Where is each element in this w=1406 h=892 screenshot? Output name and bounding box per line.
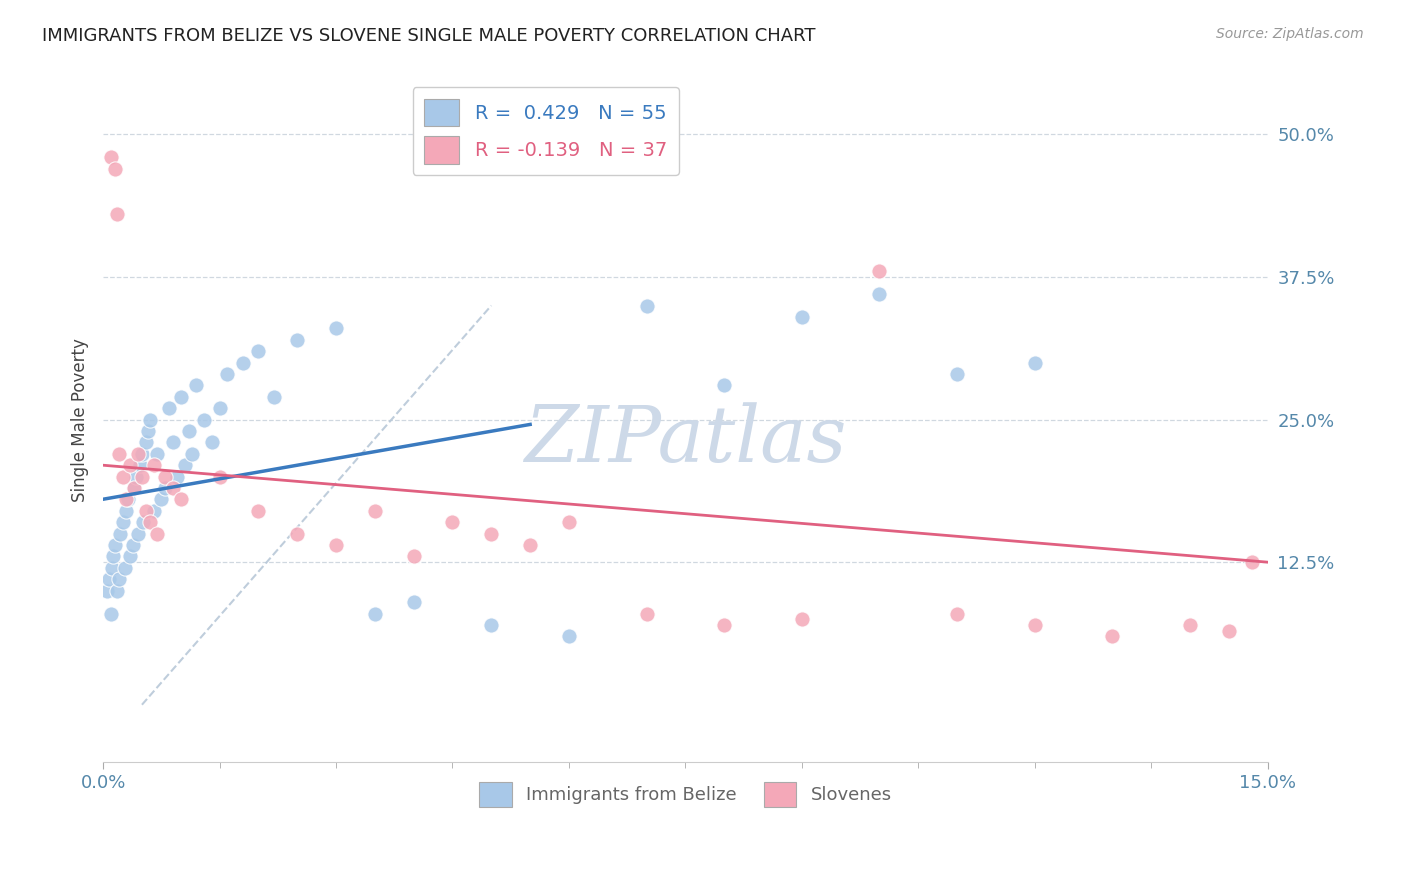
Point [129, 458, 152, 473]
Point [131, 469, 153, 483]
Point [1218, 624, 1240, 638]
Point [364, 504, 387, 518]
Point [713, 378, 735, 392]
Point [107, 572, 129, 586]
Point [136, 424, 159, 438]
Text: ZIPatlas: ZIPatlas [524, 402, 846, 478]
Point [173, 458, 195, 473]
Point [325, 321, 347, 335]
Point [479, 526, 502, 541]
Point [146, 447, 169, 461]
Point [100, 150, 122, 164]
Point [1024, 618, 1046, 632]
Point [107, 447, 129, 461]
Point [150, 492, 173, 507]
Point [111, 469, 134, 483]
Point [111, 515, 134, 529]
Point [138, 412, 160, 426]
Point [208, 401, 231, 416]
Point [170, 390, 193, 404]
Point [1024, 355, 1046, 369]
Text: IMMIGRANTS FROM BELIZE VS SLOVENE SINGLE MALE POVERTY CORRELATION CHART: IMMIGRANTS FROM BELIZE VS SLOVENE SINGLE… [42, 27, 815, 45]
Point [131, 447, 153, 461]
Point [142, 458, 165, 473]
Point [713, 618, 735, 632]
Point [103, 549, 125, 564]
Point [122, 481, 145, 495]
Point [155, 481, 177, 495]
Point [869, 264, 891, 278]
Point [201, 435, 224, 450]
Point [120, 458, 142, 473]
Point [162, 435, 184, 450]
Y-axis label: Single Male Poverty: Single Male Poverty [72, 338, 89, 501]
Point [946, 367, 969, 381]
Point [247, 504, 270, 518]
Point [105, 207, 128, 221]
Point [138, 515, 160, 529]
Point [364, 607, 387, 621]
Point [115, 504, 138, 518]
Text: Source: ZipAtlas.com: Source: ZipAtlas.com [1216, 27, 1364, 41]
Point [162, 481, 184, 495]
Point [132, 515, 155, 529]
Point [127, 526, 149, 541]
Point [325, 538, 347, 552]
Point [285, 526, 308, 541]
Point [636, 607, 658, 621]
Point [263, 390, 285, 404]
Point [193, 412, 215, 426]
Point [96, 583, 118, 598]
Point [519, 538, 541, 552]
Point [558, 629, 581, 643]
Point [135, 504, 157, 518]
Point [166, 469, 188, 483]
Point [101, 561, 124, 575]
Point [181, 447, 204, 461]
Point [157, 401, 180, 416]
Point [946, 607, 969, 621]
Point [402, 549, 425, 564]
Point [142, 504, 165, 518]
Point [122, 481, 145, 495]
Point [441, 515, 464, 529]
Point [105, 583, 128, 598]
Point [790, 310, 813, 324]
Point [125, 469, 148, 483]
Point [120, 549, 142, 564]
Point [104, 538, 127, 552]
Point [170, 492, 193, 507]
Point [127, 447, 149, 461]
Point [247, 344, 270, 359]
Point [177, 424, 200, 438]
Point [217, 367, 239, 381]
Point [155, 469, 177, 483]
Point [98, 572, 121, 586]
Point [1241, 555, 1264, 569]
Point [117, 492, 139, 507]
Point [558, 515, 581, 529]
Point [135, 435, 157, 450]
Point [104, 161, 127, 176]
Point [232, 355, 254, 369]
Point [114, 561, 136, 575]
Point [100, 607, 122, 621]
Point [402, 595, 425, 609]
Point [479, 618, 502, 632]
Point [208, 469, 231, 483]
Point [636, 299, 658, 313]
Point [285, 333, 308, 347]
Point [790, 612, 813, 626]
Point [146, 526, 169, 541]
Point [108, 526, 131, 541]
Point [115, 492, 138, 507]
Point [1178, 618, 1201, 632]
Point [869, 287, 891, 301]
Legend: Immigrants from Belize, Slovenes: Immigrants from Belize, Slovenes [472, 774, 898, 814]
Point [121, 538, 143, 552]
Point [186, 378, 208, 392]
Point [1101, 629, 1123, 643]
